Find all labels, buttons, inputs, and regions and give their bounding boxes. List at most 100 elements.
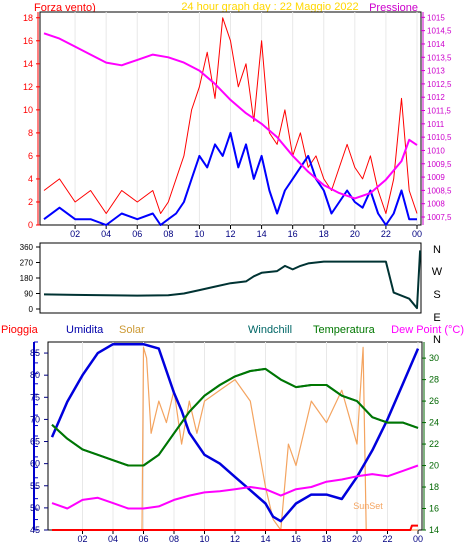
temp-panel-xtick-label: 06 [138,534,148,544]
legend-umidita: Umidita [66,324,104,336]
pressure-ytick-label: 1015 [427,13,445,22]
pressure-axis-title: Pressione [369,2,418,14]
wind-ytick-label: 6 [28,151,33,161]
temp-ytick-label: 26 [429,396,439,406]
humidity-ytick-label: 65 [30,437,40,447]
temp-panel-xtick-label: 18 [321,534,331,544]
wind-panel-xtick-label: 16 [288,229,298,239]
humidity-ytick-label: 50 [30,503,40,513]
temp-ytick-label: 18 [429,482,439,492]
direction-ytick-label: 180 [20,274,34,283]
humidity-ytick-label: 70 [30,414,40,424]
pressure-ytick-label: 1014,5 [427,27,452,36]
wind-ytick-label: 0 [28,220,33,230]
pressure-ytick-label: 1009 [427,173,445,182]
temp-ytick-label: 20 [429,461,439,471]
humidity-ytick-label: 75 [30,392,40,402]
wind-ytick-label: 18 [23,13,33,23]
pressure-ytick-label: 1012 [427,93,445,102]
pressure-line [43,32,418,200]
pressure-ytick-label: 1013,5 [427,53,452,62]
temp-panel-xtick-label: 00 [413,534,423,544]
pressure-ytick-label: 1010,5 [427,133,452,142]
wind-panel-xtick-label: 10 [194,229,204,239]
wind-ytick-label: 14 [23,59,33,69]
wind-panel-xtick-label: 06 [132,229,142,239]
temp-panel-xtick-label: 16 [291,534,301,544]
dewpoint-line [51,464,419,510]
temp-ytick-label: 14 [429,525,439,535]
temp-panel-xtick-label: 02 [77,534,87,544]
wind-avg-line [43,131,417,226]
direction-letter: S [433,289,440,301]
pressure-ytick-label: 1009,5 [427,160,452,169]
temp-ytick-label: 28 [429,375,439,385]
humidity-ytick-label: 45 [30,525,40,535]
direction-ytick-label: 90 [24,290,33,299]
wind-ytick-label: 8 [28,128,33,138]
pressure-ytick-label: 1008 [427,200,445,209]
temp-panel-xtick-label: 04 [108,534,118,544]
wind-panel-xtick-label: 22 [381,229,391,239]
temp-panel-xtick-label: 14 [260,534,270,544]
temp-panel-xtick-label: 10 [199,534,209,544]
pressure-ytick-label: 1011 [427,120,445,129]
wind-ytick-label: 16 [23,36,33,46]
temp-panel-xtick-label: 12 [230,534,240,544]
rain-line [52,524,418,531]
humidity-line [50,342,420,523]
wind-panel-xtick-label: 02 [70,229,80,239]
wind-ytick-label: 10 [23,105,33,115]
temp-panel-xtick-label: 08 [169,534,179,544]
wind-panel-xtick-label: 04 [101,229,111,239]
pressure-ytick-label: 1008,5 [427,186,452,195]
wind-direction-frame [39,242,422,314]
pressure-ytick-label: 1010 [427,146,445,155]
humidity-ytick-label: 60 [30,459,40,469]
temp-panel-xtick-label: 20 [352,534,362,544]
temp-ytick-label: 16 [429,504,439,514]
humidity-ytick-label: 55 [30,481,40,491]
temp-ytick-label: 24 [429,418,439,428]
chart-title: 24 hour graph day : 22 Maggio 2022 [181,1,358,13]
legend-dewpoint: Dew Point (°C) [391,324,464,336]
wind-ytick-label: 4 [28,174,33,184]
direction-ytick-label: 270 [20,259,34,268]
legend-temperatura: Temperatura [313,324,376,336]
wind-gust-line [43,17,418,214]
direction-letter: N [433,334,441,346]
wind-panel-xtick-label: 14 [257,229,267,239]
pressure-ytick-label: 1012,5 [427,80,452,89]
pressure-ytick-label: 1007,5 [427,213,452,222]
sunset-label: SunSet [353,501,383,511]
legend-solar: Solar [119,324,145,336]
temp-panel-xtick-label: 22 [382,534,392,544]
temperature-line [51,367,419,467]
pressure-ytick-label: 1014 [427,40,445,49]
wind-ytick-label: 2 [28,197,33,207]
direction-ytick-label: 360 [20,243,34,252]
pressure-ytick-label: 1011,5 [427,107,451,116]
wind-ytick-label: 12 [23,82,33,92]
wind-direction-line [43,250,422,310]
wind-panel-xtick-label: 00 [412,229,422,239]
wind-panel-xtick-label: 18 [319,229,329,239]
temp-ytick-label: 22 [429,439,439,449]
pressure-ytick-label: 1013 [427,67,445,76]
wind-panel-xtick-label: 12 [225,229,235,239]
temp-ytick-label: 30 [429,353,439,363]
direction-ytick-label: 0 [29,305,34,314]
legend-pioggia: Pioggia [1,324,39,336]
direction-letter: N [433,244,441,256]
humidity-ytick-label: 85 [30,348,40,358]
wind-panel-xtick-label: 20 [350,229,360,239]
solar-line [52,346,418,531]
humidity-ytick-label: 80 [30,370,40,380]
direction-letter: E [433,312,440,324]
wind-axis-title: Forza vento) [34,2,96,14]
wind-panel-xtick-label: 08 [163,229,173,239]
legend-windchill: Windchill [248,324,292,336]
direction-letter: W [432,266,443,278]
